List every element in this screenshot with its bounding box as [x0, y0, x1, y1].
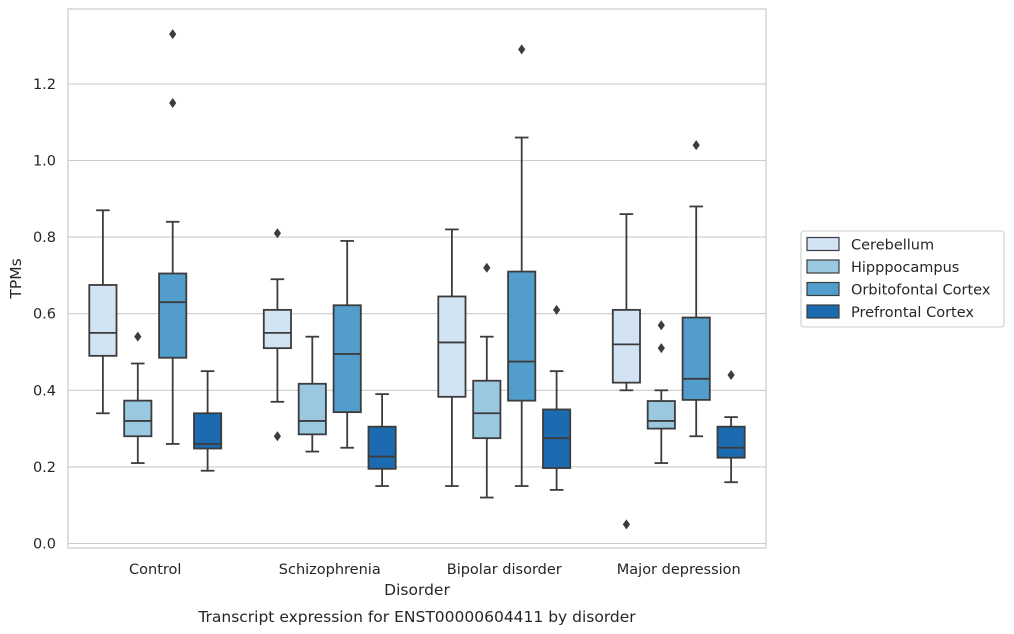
box-group — [367, 393, 397, 487]
outlier-point — [134, 331, 142, 342]
y-axis-ticks: 0.0 0.2 0.4 0.6 0.8 1.0 1.2 — [33, 77, 56, 553]
y-tick-label: 1.2 — [33, 77, 56, 93]
legend-swatch — [806, 281, 840, 297]
x-tick-label: Major depression — [617, 562, 741, 578]
outlier-point — [518, 44, 526, 55]
box-group — [262, 228, 292, 442]
outlier-point — [657, 343, 665, 354]
outlier-point — [727, 369, 735, 380]
box — [262, 308, 292, 350]
box — [507, 270, 537, 402]
outlier-point — [169, 29, 177, 40]
outlier-point — [553, 304, 561, 315]
box-group — [158, 29, 188, 445]
chart-caption: Transcript expression for ENST0000060441… — [197, 608, 636, 626]
legend-label: Orbitofontal Cortex — [851, 283, 991, 299]
outlier-point — [657, 320, 665, 331]
legend-label: Cerebellum — [851, 238, 934, 254]
box — [88, 284, 118, 357]
box — [367, 425, 397, 470]
box-group — [611, 213, 641, 530]
box — [158, 272, 188, 359]
y-tick-label: 0.2 — [33, 460, 56, 476]
outlier-point — [692, 140, 700, 151]
legend-label: Prefrontal Cortex — [851, 305, 974, 321]
box — [332, 304, 362, 414]
box — [193, 412, 223, 450]
legend-label: Hipppocampus — [851, 260, 959, 276]
box-group — [297, 335, 327, 453]
legend-swatch — [806, 304, 840, 319]
box — [716, 425, 746, 459]
box-group — [716, 369, 746, 484]
box-group — [123, 331, 153, 464]
legend: Cerebellum Hipppocampus Orbitofontal Corte… — [800, 230, 1005, 328]
box-group — [681, 140, 711, 438]
y-tick-label: 0.6 — [33, 307, 56, 323]
x-axis-ticks: Control Schizophrenia Bipolar disorder Majo… — [129, 562, 741, 578]
x-tick-label: Control — [129, 562, 181, 578]
box-group — [472, 262, 502, 499]
outlier-point — [273, 228, 281, 239]
legend-swatch — [806, 259, 840, 274]
box-group — [193, 370, 223, 472]
outlier-point — [622, 519, 630, 530]
box — [472, 379, 502, 440]
box — [681, 316, 711, 401]
outlier-point — [169, 98, 177, 109]
x-axis-title: Disorder — [384, 581, 450, 599]
box-group — [437, 228, 467, 487]
outlier-point — [483, 262, 491, 273]
box — [297, 382, 327, 436]
box-plot-marks — [88, 29, 746, 530]
box-group — [646, 320, 676, 464]
x-tick-label: Bipolar disorder — [447, 562, 562, 578]
box-group — [88, 209, 118, 415]
box-group — [332, 240, 362, 449]
y-tick-label: 0.0 — [33, 537, 56, 553]
y-tick-label: 0.8 — [33, 230, 56, 246]
box — [646, 400, 676, 430]
box-group — [507, 44, 537, 487]
box — [123, 399, 153, 438]
y-axis-title: TPMs — [7, 258, 25, 299]
box — [611, 308, 641, 384]
plot-frame — [67, 8, 767, 549]
box-group — [542, 304, 572, 491]
legend-frame — [800, 230, 1005, 328]
y-tick-label: 1.0 — [33, 154, 56, 170]
box — [437, 295, 467, 398]
y-tick-label: 0.4 — [33, 383, 56, 399]
outlier-point — [273, 431, 281, 442]
x-tick-label: Schizophrenia — [279, 562, 381, 578]
legend-swatch — [806, 236, 840, 252]
